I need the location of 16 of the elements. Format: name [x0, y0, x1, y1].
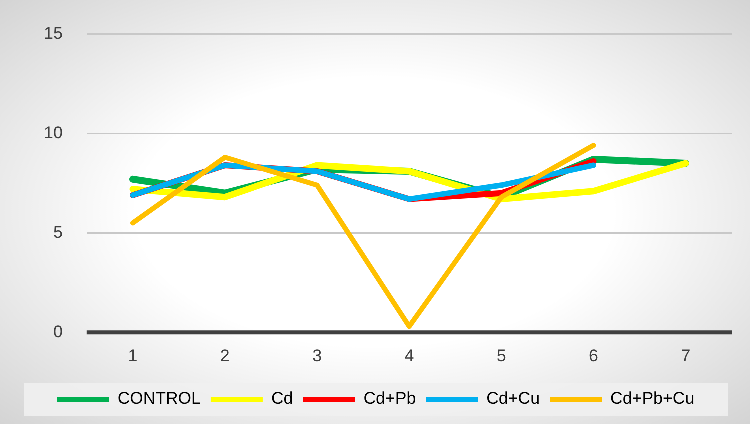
x-tick-label: 4 — [404, 346, 414, 366]
x-tick-label: 2 — [220, 346, 230, 366]
x-tick-label: 1 — [128, 346, 138, 366]
legend-label: CONTROL — [118, 389, 201, 408]
legend-label: Cd — [271, 389, 294, 408]
x-tick-label: 6 — [589, 346, 598, 366]
y-tick-label: 10 — [44, 123, 63, 142]
y-tick-label: 5 — [53, 222, 63, 242]
legend-label: Cd+Pb — [364, 389, 416, 408]
y-tick-label: 15 — [44, 24, 63, 43]
x-tick-label: 5 — [496, 346, 506, 366]
legend-label: Cd+Pb+Cu — [610, 389, 695, 408]
x-tick-label: 3 — [312, 346, 322, 366]
legend-label: Cd+Cu — [486, 389, 540, 408]
y-tick-label: 0 — [53, 322, 63, 342]
x-tick-label: 7 — [681, 346, 691, 366]
